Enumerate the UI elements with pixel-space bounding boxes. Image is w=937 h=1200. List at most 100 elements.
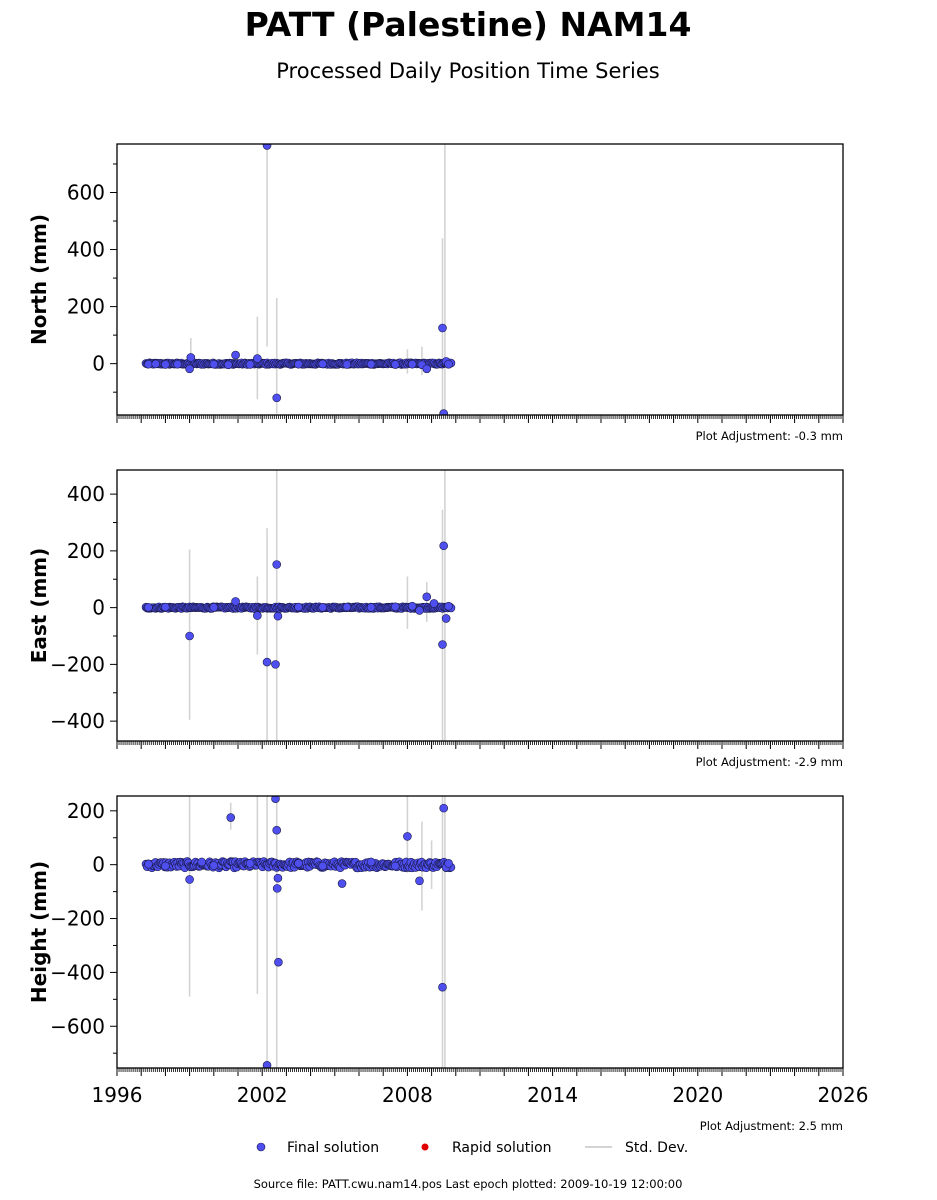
data-point: [273, 611, 283, 621]
x-tick-label: 2020: [672, 1083, 723, 1107]
data-point: [274, 957, 283, 967]
data-point: [318, 861, 328, 871]
data-point: [144, 603, 153, 612]
data-point: [185, 364, 194, 374]
legend-std-label: Std. Dev.: [625, 1140, 688, 1156]
y-tick-label: −400: [50, 709, 105, 733]
data-point: [439, 541, 449, 551]
data-point: [444, 601, 453, 611]
legend-rapid-label: Rapid solution: [452, 1140, 552, 1156]
data-point: [231, 350, 240, 360]
data-point: [186, 353, 196, 362]
figure-title: PATT (Palestine) NAM14: [245, 5, 692, 44]
data-point: [272, 393, 282, 403]
y-tick-label: −400: [50, 960, 105, 984]
data-point: [272, 884, 282, 893]
data-point: [415, 606, 424, 615]
data-point: [209, 359, 219, 369]
east-plot-adjustment: Plot Adjustment: -2.9 mm: [696, 755, 843, 769]
data-point: [441, 614, 451, 623]
data-point: [253, 611, 262, 620]
height-panel: Plot Adjustment: 2.5 mm −600 −400 −200 0 200…: [27, 795, 868, 1133]
x-tick-label: 2014: [527, 1083, 578, 1107]
data-point: [444, 359, 453, 369]
data-point: [294, 602, 303, 612]
legend: Final solution Rapid solution Std. Dev.: [256, 1140, 688, 1156]
y-tick-label: 400: [67, 482, 105, 506]
data-point: [253, 354, 262, 363]
data-point: [151, 359, 161, 369]
data-point: [337, 879, 347, 888]
data-point: [245, 859, 255, 868]
data-point: [318, 359, 328, 369]
x-tick-label: 1996: [92, 1083, 143, 1107]
data-point: [185, 875, 194, 884]
data-point: [209, 603, 219, 612]
data-point: [262, 1061, 272, 1068]
data-point: [429, 599, 439, 608]
data-point: [144, 359, 153, 369]
y-tick-label: 200: [67, 295, 105, 319]
x-tick-label: 2008: [382, 1083, 433, 1107]
y-tick-label: −600: [50, 1014, 105, 1038]
panel-frame: [116, 795, 844, 1069]
y-tick-label: 0: [92, 596, 105, 620]
data-point: [407, 601, 417, 611]
data-point: [272, 825, 282, 835]
x-tick-label: 2026: [818, 1083, 869, 1107]
plot-area: [141, 470, 456, 741]
data-point: [318, 603, 328, 612]
data-point: [209, 861, 219, 870]
data-point: [271, 660, 280, 669]
data-point: [271, 796, 280, 803]
x-tick-label: 2002: [237, 1083, 288, 1107]
figure-subtitle: Processed Daily Position Time Series: [276, 59, 660, 83]
data-point: [197, 857, 206, 867]
data-point: [366, 857, 376, 867]
data-point: [403, 832, 412, 841]
north-panel: Plot Adjustment: -0.3 mm 0 200 400 600 North…: [27, 143, 844, 443]
legend-final-label: Final solution: [287, 1140, 379, 1156]
y-tick-label: 0: [92, 853, 105, 877]
data-point: [407, 359, 417, 369]
data-point: [245, 360, 255, 369]
data-point: [439, 803, 449, 813]
data-point: [390, 602, 400, 612]
y-tick-label: −200: [50, 652, 105, 676]
data-point: [224, 360, 233, 370]
data-point: [272, 560, 282, 569]
data-point: [438, 640, 447, 649]
data-point: [262, 144, 272, 150]
y-tick-label: 200: [67, 799, 105, 823]
data-point: [173, 359, 182, 369]
y-tick-label: 0: [92, 352, 105, 376]
data-point: [294, 359, 303, 369]
data-point: [439, 409, 448, 415]
data-point: [185, 631, 194, 641]
y-tick-label: 200: [67, 539, 105, 563]
panel-frame: [116, 143, 844, 416]
data-point: [273, 873, 283, 883]
data-point: [161, 861, 170, 871]
data-point: [422, 592, 432, 602]
north-plot-adjustment: Plot Adjustment: -0.3 mm: [696, 429, 843, 443]
y-tick-label: −200: [50, 907, 105, 931]
data-point: [415, 876, 424, 886]
data-point: [366, 603, 376, 612]
east-panel: Plot Adjustment: -2.9 mm −400 −200 0 200 400…: [27, 469, 844, 769]
data-point: [444, 859, 453, 868]
data-point: [342, 360, 352, 369]
data-point: [342, 602, 352, 612]
panel-frame: [116, 469, 844, 742]
source-footer: Source file: PATT.cwu.nam14.pos Last epo…: [254, 1177, 683, 1191]
data-point: [390, 861, 400, 871]
plot-area: [141, 796, 456, 1068]
data-point: [161, 360, 170, 369]
y-tick-label: 400: [67, 238, 105, 262]
plot-area: [141, 144, 456, 415]
data-point: [161, 602, 170, 612]
y-tick-label: 600: [67, 180, 105, 204]
data-point: [226, 813, 236, 822]
legend-rapid-marker: [421, 1143, 429, 1151]
